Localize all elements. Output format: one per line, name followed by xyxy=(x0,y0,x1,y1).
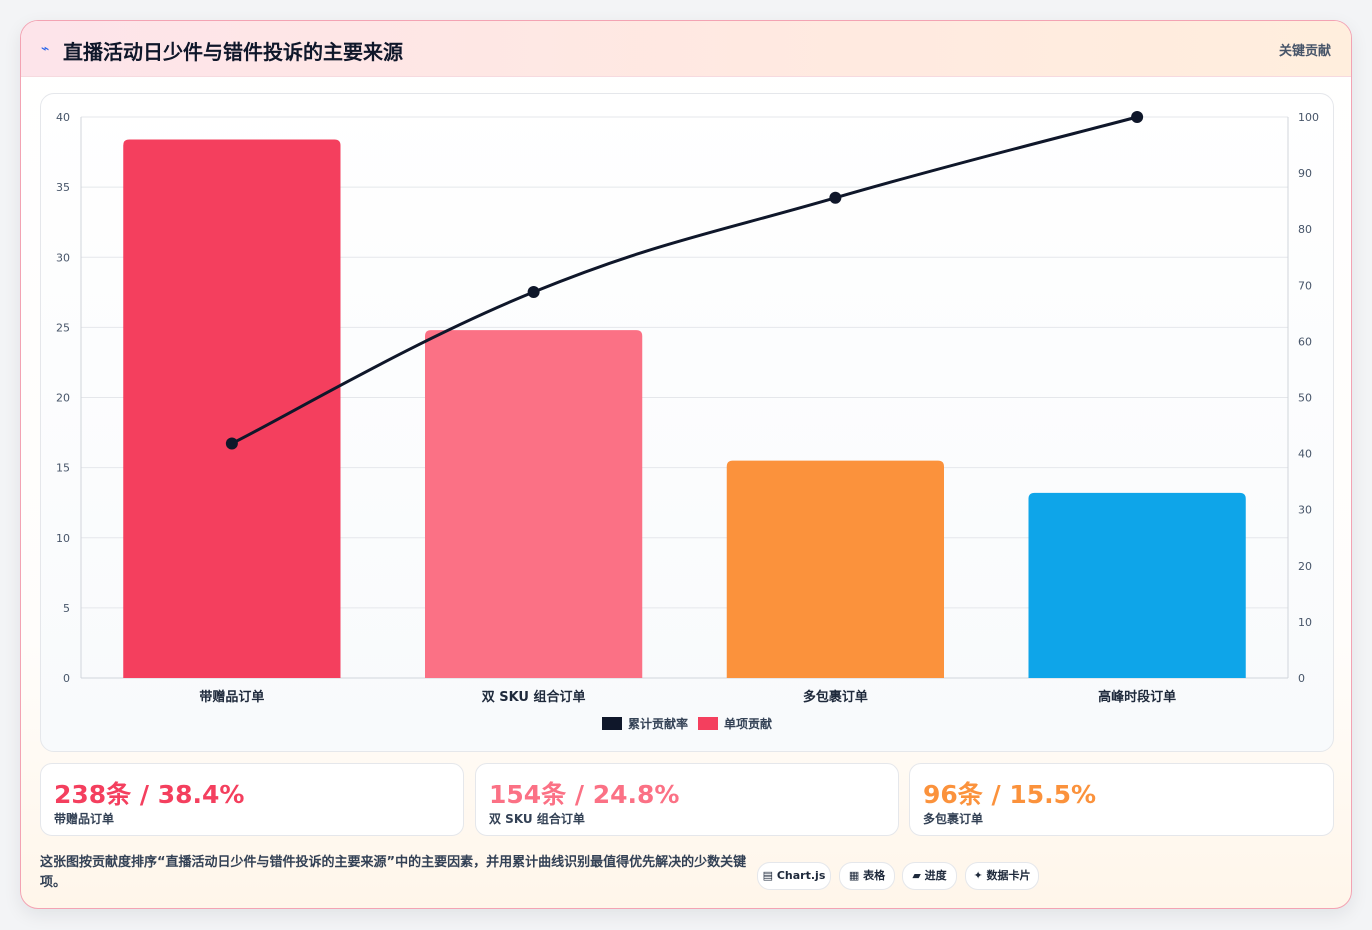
cumulative-point-4 xyxy=(1131,111,1144,123)
chip-chartjs[interactable]: ▤ Chart.js xyxy=(757,862,831,890)
bar-4 xyxy=(1028,492,1246,678)
stat-label: 带赠品订单 xyxy=(54,812,115,826)
card-header: ⌁ 直播活动日少件与错件投诉的主要来源 关键贡献 xyxy=(21,21,1351,77)
chip-progress[interactable]: ▰ 进度 xyxy=(902,862,957,890)
y-left-tick-label: 25 xyxy=(56,321,70,334)
y-left-tick-label: 20 xyxy=(56,392,70,405)
chart-card: ⌁ 直播活动日少件与错件投诉的主要来源 关键贡献 0 5 10 15 20 25 30 35 4… xyxy=(20,20,1352,909)
y-right-tick-label: 100 xyxy=(1298,111,1319,124)
chip-table[interactable]: ▦ 表格 xyxy=(839,862,895,890)
y-right-tick-label: 50 xyxy=(1298,392,1312,405)
cumulative-point-3 xyxy=(829,191,842,204)
progress-icon: ▰ xyxy=(912,869,921,882)
legend-label-bars: 单项贡献 xyxy=(724,716,772,731)
y-left-tick-label: 35 xyxy=(56,181,70,194)
stat-value: 96条 / 15.5% xyxy=(923,780,1097,809)
legend-swatch-cumulative xyxy=(602,717,622,730)
bar-3 xyxy=(726,460,945,678)
y-right-tick-label: 20 xyxy=(1298,560,1312,573)
cumulative-point-2 xyxy=(527,286,540,299)
y-left-tick-label: 30 xyxy=(56,251,70,264)
x-category-label: 高峰时段订单 xyxy=(1098,689,1176,705)
y-left-tick-label: 15 xyxy=(56,462,70,475)
cumulative-point-1 xyxy=(225,437,238,450)
x-category-label: 双 SKU 组合订单 xyxy=(482,689,586,705)
stat-card-dual-sku-orders: 154条 / 24.8% 双 SKU 组合订单 xyxy=(475,763,899,836)
x-category-label: 多包裹订单 xyxy=(803,689,868,705)
y-right-tick-label: 70 xyxy=(1298,279,1312,292)
y-right-tick-label: 0 xyxy=(1298,672,1305,685)
header-tag: 关键贡献 xyxy=(1278,44,1331,59)
y-right-tick-label: 10 xyxy=(1298,616,1312,629)
chip-label: 数据卡片 xyxy=(986,869,1031,882)
stat-value: 238条 / 38.4% xyxy=(54,780,245,809)
cumulative-line xyxy=(231,115,1138,445)
chart-panel: 0 5 10 15 20 25 30 35 40 0 10 20 30 40 50 60 70 80 90 100 带赠… xyxy=(40,93,1334,752)
y-right-tick-label: 60 xyxy=(1298,335,1312,348)
stat-label: 多包裹订单 xyxy=(923,812,984,826)
chip-label: 表格 xyxy=(863,869,886,882)
y-left-tick-label: 40 xyxy=(56,111,70,124)
chip-data-cards[interactable]: ✦ 数据卡片 xyxy=(965,862,1039,890)
chart-icon: ▤ xyxy=(762,869,774,882)
sparkle-icon: ✦ xyxy=(973,869,983,882)
legend-swatch-bars xyxy=(698,717,718,730)
y-right-tick-label: 40 xyxy=(1298,448,1312,461)
y-right-tick-label: 90 xyxy=(1298,167,1312,180)
x-category-label: 带赠品订单 xyxy=(199,689,264,705)
stat-value: 154条 / 24.8% xyxy=(489,780,680,809)
bar-2 xyxy=(424,330,643,678)
stat-card-multi-package-orders: 96条 / 15.5% 多包裹订单 xyxy=(909,763,1334,836)
y-right-tick-label: 80 xyxy=(1298,223,1312,236)
chart-description: 这张图按贡献度排序“直播活动日少件与错件投诉的主要来源”中的主要因素，并用累计曲… xyxy=(40,855,747,890)
lightning-icon: ⌁ xyxy=(41,41,50,57)
stat-label: 双 SKU 组合订单 xyxy=(489,812,585,826)
stat-card-gift-orders: 238条 / 38.4% 带赠品订单 xyxy=(40,763,464,836)
y-left-tick-label: 0 xyxy=(63,672,70,685)
chip-label: 进度 xyxy=(924,869,947,882)
y-right-tick-label: 30 xyxy=(1298,504,1312,517)
y-left-tick-label: 10 xyxy=(56,532,70,545)
table-icon: ▦ xyxy=(848,869,860,882)
legend-label-cumulative: 累计贡献率 xyxy=(628,716,688,731)
page-title: 直播活动日少件与错件投诉的主要来源 xyxy=(63,40,403,64)
pareto-chart: 0 5 10 15 20 25 30 35 40 0 10 20 30 40 50 60 70 80 90 100 带赠… xyxy=(56,111,1319,731)
y-left-tick-label: 5 xyxy=(63,602,70,615)
chip-label: Chart.js xyxy=(776,869,826,882)
bar-1 xyxy=(123,139,341,678)
